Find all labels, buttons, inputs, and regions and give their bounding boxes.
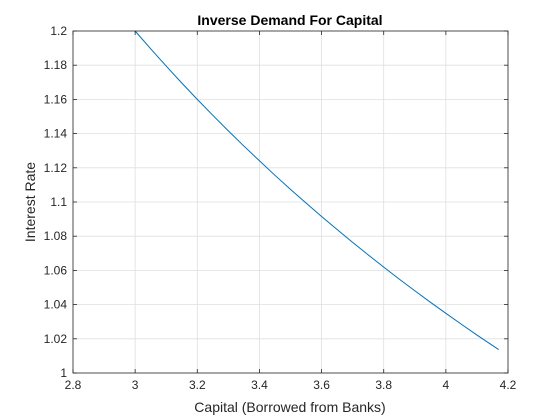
- x-tick-label: 3.2: [189, 378, 206, 392]
- ticks: 2.8 3 3.2 3.4 3.6 3.8 4 4.2 1 1.02 1.04 1.06 1.08 1.1…: [44, 24, 517, 392]
- x-tick-label: 4: [443, 378, 450, 392]
- series-line: [134, 30, 499, 350]
- y-tick-label: 1.16: [44, 92, 68, 106]
- series-layer: [134, 30, 499, 350]
- y-tick-label: 1.12: [44, 161, 68, 175]
- y-tick-label: 1.18: [44, 58, 68, 72]
- y-tick-label: 1.1: [50, 195, 67, 209]
- y-tick-label: 1: [60, 366, 67, 380]
- x-tick-label: 3: [132, 378, 139, 392]
- x-tick-label: 4.2: [500, 378, 517, 392]
- x-tick-label: 3.6: [313, 378, 330, 392]
- y-axis-label: Interest Rate: [22, 162, 38, 242]
- y-tick-label: 1.2: [50, 24, 67, 38]
- x-axis-label: Capital (Borrowed from Banks): [194, 399, 385, 415]
- y-tick-label: 1.06: [44, 263, 68, 277]
- x-tick-label: 3.4: [251, 378, 268, 392]
- y-tick-label: 1.14: [44, 127, 68, 141]
- y-tick-label: 1.08: [44, 229, 68, 243]
- chart-title: Inverse Demand For Capital: [197, 12, 382, 28]
- y-tick-label: 1.04: [44, 298, 68, 312]
- y-tick-label: 1.02: [44, 332, 68, 346]
- x-tick-label: 3.8: [375, 378, 392, 392]
- x-tick-label: 2.8: [65, 378, 82, 392]
